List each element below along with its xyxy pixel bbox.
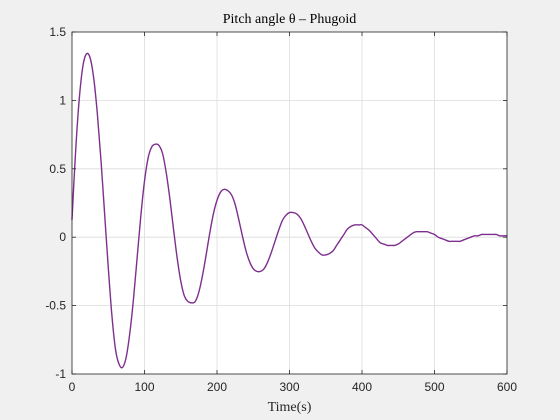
x-tick-label: 200 [207,380,227,394]
y-tick-label: 0 [59,230,66,244]
series-line [71,52,508,369]
y-tick-label: 0.5 [49,162,66,176]
x-tick-label: 500 [424,380,444,394]
x-tick-label: 400 [352,380,372,394]
y-tick-label: -1 [55,367,66,381]
y-tick-label: -0.5 [45,299,66,313]
x-tick-label: 100 [134,380,154,394]
x-tick-label: 0 [69,380,76,394]
y-tick-label: 1.5 [49,25,66,39]
y-tick-labels: -1 -0.5 0 0.5 1 1.5 [45,25,66,381]
x-axis-label: Time(s) [268,400,312,415]
ticks [71,31,508,375]
y-tick-label: 1 [59,93,66,107]
x-tick-label: 300 [279,380,299,394]
chart-title: Pitch angle θ – Phugoid [223,12,356,27]
x-tick-labels: 0 100 200 300 400 500 600 [69,380,518,394]
series [71,52,508,369]
x-tick-label: 600 [497,380,517,394]
